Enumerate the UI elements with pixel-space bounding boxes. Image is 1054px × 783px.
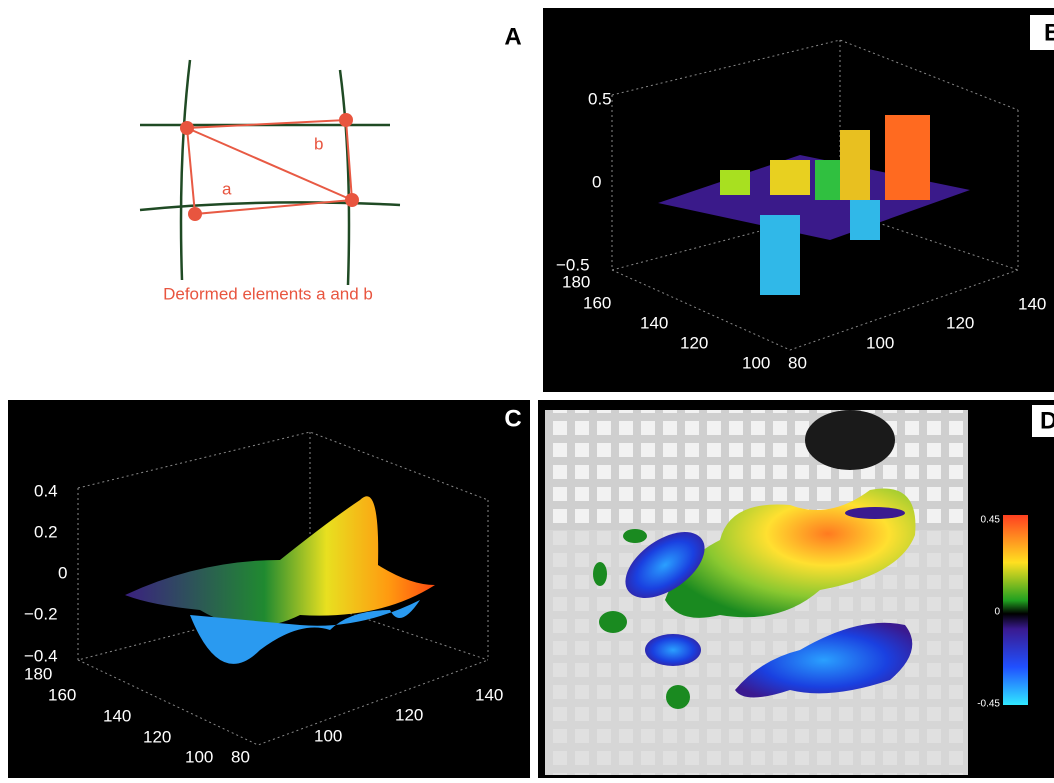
caption: Deformed elements a and b xyxy=(163,284,373,303)
panel-label: B xyxy=(1044,19,1054,46)
mesh-lines xyxy=(139,59,401,286)
colorbar-tick-label: 0 xyxy=(994,607,1000,618)
y-tick-label: 180 xyxy=(24,664,52,683)
z-tick-label: 0 xyxy=(592,172,601,191)
surface-bars xyxy=(720,115,930,295)
panel-label: C xyxy=(504,405,521,432)
x-tick-label: 100 xyxy=(314,726,342,745)
y-tick-label: 160 xyxy=(48,685,76,704)
panel-d: 0.45 0 -0.45 D xyxy=(538,400,1054,778)
element-label: b xyxy=(314,134,323,153)
y-tick-label: 140 xyxy=(103,706,131,725)
y-tick-label: 180 xyxy=(562,272,590,291)
z-tick-label: 0 xyxy=(58,563,67,582)
y-tick-label: 100 xyxy=(185,747,213,766)
surface-low xyxy=(190,600,420,664)
overlay xyxy=(593,488,916,709)
colorbar-tick-label: 0.45 xyxy=(981,515,1001,526)
x-tick-label: 120 xyxy=(395,705,423,724)
z-tick-label: 0.5 xyxy=(588,89,612,108)
panel-b: 0.5 0 −0.5 180 160 140 120 100 80 100 12… xyxy=(543,8,1054,392)
panel-c: 0.4 0.2 0 −0.2 −0.4 180 160 140 120 100 … xyxy=(8,400,530,778)
x-tick-label: 120 xyxy=(946,313,974,332)
panel-label: A xyxy=(504,23,521,50)
label-bg xyxy=(1030,15,1054,50)
x-tick-label: 140 xyxy=(475,685,503,704)
panel-a: a b Deformed elements a and b A xyxy=(139,23,522,303)
element-label: a xyxy=(222,179,232,198)
nodes xyxy=(180,113,359,221)
panel-label: D xyxy=(1040,407,1054,434)
y-tick-label: 160 xyxy=(583,293,611,312)
z-tick-label: 0.4 xyxy=(34,481,58,500)
z-tick-label: −0.5 xyxy=(556,255,590,274)
x-tick-label: 140 xyxy=(1018,294,1046,313)
label-bg xyxy=(1032,405,1054,437)
y-tick-label: 120 xyxy=(143,727,171,746)
y-tick-label: 120 xyxy=(680,333,708,352)
colorbar-tick-label: -0.45 xyxy=(977,699,1000,710)
colorbar xyxy=(1003,515,1028,705)
x-tick-label: 80 xyxy=(231,747,250,766)
surface xyxy=(125,496,435,627)
z-tick-label: 0.2 xyxy=(34,522,58,541)
z-tick-label: −0.2 xyxy=(24,604,58,623)
image-dark xyxy=(805,410,895,470)
y-tick-label: 140 xyxy=(640,313,668,332)
x-tick-label: 80 xyxy=(788,353,807,372)
y-tick-label: 100 xyxy=(742,353,770,372)
x-tick-label: 100 xyxy=(866,333,894,352)
z-tick-label: −0.4 xyxy=(24,646,58,665)
elements xyxy=(185,118,354,216)
